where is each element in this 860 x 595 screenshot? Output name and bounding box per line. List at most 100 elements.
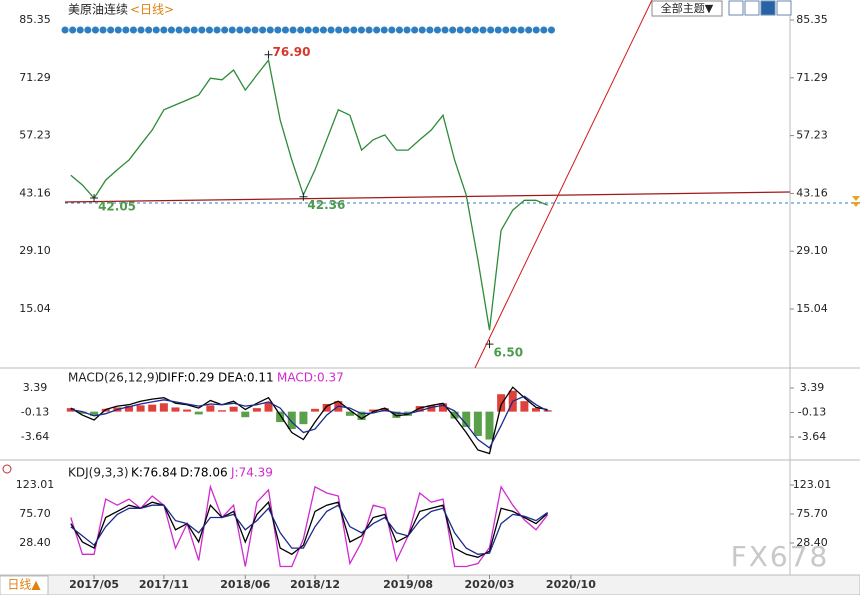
histogram-bar bbox=[124, 406, 133, 412]
series-line bbox=[70, 58, 548, 331]
x-tick-label: 2018/12 bbox=[290, 578, 340, 591]
histogram-bar bbox=[345, 411, 354, 416]
period-button[interactable] bbox=[0, 575, 49, 595]
histogram-bar bbox=[78, 411, 87, 414]
histogram-bar bbox=[206, 405, 215, 412]
legend-label: D:78.06 bbox=[180, 466, 228, 480]
histogram-bar bbox=[427, 405, 436, 412]
y-tick-label-right: 71.29 bbox=[796, 71, 828, 84]
watermark: FX678 bbox=[731, 540, 830, 573]
annotation-label: 6.50 bbox=[493, 346, 523, 360]
histogram-bar bbox=[322, 403, 331, 412]
time-axis-bar bbox=[0, 574, 860, 595]
y-tick-label-right: 29.10 bbox=[796, 244, 828, 257]
y-tick-label-right: 57.23 bbox=[796, 129, 828, 142]
series-line bbox=[70, 484, 549, 568]
icon-button[interactable] bbox=[776, 0, 792, 16]
y-tick-label-right: 43.16 bbox=[796, 186, 828, 199]
histogram-bar bbox=[311, 408, 320, 412]
y-tick-label-right: 3.39 bbox=[800, 381, 825, 394]
histogram-bar bbox=[520, 401, 529, 412]
histogram-bar bbox=[392, 411, 401, 418]
icon-button[interactable] bbox=[744, 0, 760, 16]
y-tick-label: -0.13 bbox=[21, 406, 49, 419]
y-tick-label: 75.70 bbox=[19, 507, 51, 520]
y-tick-label: 123.01 bbox=[16, 478, 55, 491]
histogram-bar bbox=[183, 409, 192, 412]
trend-line bbox=[474, 0, 653, 369]
histogram-bar bbox=[136, 405, 145, 412]
y-tick-label: 3.39 bbox=[23, 381, 48, 394]
y-tick-label: 28.40 bbox=[19, 536, 51, 549]
x-tick-label: 2020/03 bbox=[465, 578, 515, 591]
histogram-bar bbox=[485, 411, 494, 440]
histogram-bar bbox=[194, 411, 203, 415]
histogram-bar bbox=[252, 408, 261, 412]
y-tick-label-right: -0.13 bbox=[798, 406, 826, 419]
histogram-bar bbox=[357, 411, 366, 420]
histogram-bar bbox=[218, 410, 227, 412]
series-line bbox=[70, 395, 548, 449]
legend-label: K:76.84 bbox=[131, 466, 177, 480]
chart-subtitle: <日线> bbox=[130, 3, 174, 17]
annotation-label: 42.36 bbox=[307, 198, 345, 212]
theme-button[interactable] bbox=[651, 0, 723, 17]
y-tick-label-right: 85.35 bbox=[796, 13, 828, 26]
settings-icon[interactable] bbox=[2, 464, 12, 474]
x-tick-label: 2020/10 bbox=[546, 578, 596, 591]
histogram-bar bbox=[438, 403, 447, 412]
support-line bbox=[64, 191, 791, 203]
histogram-bar bbox=[276, 411, 285, 423]
histogram-bar bbox=[299, 411, 308, 425]
annotation-marker bbox=[264, 50, 273, 59]
period-button-label[interactable]: 日线▲ bbox=[7, 578, 41, 592]
y-tick-label-right: 15.04 bbox=[796, 302, 828, 315]
y-tick-label-right: 28.40 bbox=[796, 536, 828, 549]
y-tick-label: 57.23 bbox=[19, 129, 51, 142]
annotation-marker bbox=[90, 193, 99, 202]
legend-label: J:74.39 bbox=[230, 466, 273, 480]
histogram-bar bbox=[415, 406, 424, 412]
y-tick-label-right: 75.70 bbox=[796, 507, 828, 520]
legend-label: DEA:0.11 bbox=[218, 371, 274, 385]
histogram-bar bbox=[264, 402, 273, 412]
series-line bbox=[70, 500, 549, 558]
histogram-bar bbox=[473, 411, 482, 437]
histogram-bar bbox=[462, 411, 471, 427]
y-tick-label: 71.29 bbox=[19, 71, 51, 84]
x-tick-label: 2017/05 bbox=[69, 578, 119, 591]
y-tick-label: 85.35 bbox=[19, 13, 51, 26]
y-tick-label: 43.16 bbox=[19, 186, 51, 199]
icon-button[interactable] bbox=[728, 0, 744, 16]
histogram-bar bbox=[241, 411, 250, 418]
y-tick-label-right: -3.64 bbox=[798, 430, 826, 443]
histogram-bar bbox=[497, 394, 506, 412]
histogram-bar bbox=[229, 406, 238, 412]
histogram-bar bbox=[171, 407, 180, 412]
icon-button[interactable] bbox=[760, 0, 776, 16]
theme-button-label[interactable]: 全部主题▼ bbox=[661, 1, 714, 15]
y-tick-label: 15.04 bbox=[19, 302, 51, 315]
legend-label: MACD:0.37 bbox=[277, 371, 344, 385]
histogram-bar bbox=[543, 410, 552, 412]
histogram-bar bbox=[450, 411, 459, 419]
legend-label: DIFF:0.29 bbox=[158, 371, 214, 385]
histogram-bar bbox=[532, 408, 541, 412]
histogram-bar bbox=[287, 411, 296, 430]
annotation-marker bbox=[485, 340, 494, 349]
y-tick-label: 29.10 bbox=[19, 244, 51, 257]
y-tick-label: -3.64 bbox=[21, 430, 49, 443]
annotation-marker bbox=[299, 192, 308, 201]
indicator-title: MACD(26,12,9) bbox=[68, 371, 159, 385]
x-tick-label: 2019/08 bbox=[383, 578, 433, 591]
chart-title: 美原油连续 bbox=[68, 2, 128, 17]
x-tick-label: 2017/11 bbox=[139, 578, 189, 591]
series-line bbox=[70, 504, 548, 555]
annotation-label: 42.05 bbox=[98, 199, 136, 213]
y-tick-label-right: 123.01 bbox=[793, 478, 832, 491]
histogram-bar bbox=[369, 409, 378, 412]
histogram-bar bbox=[90, 411, 99, 416]
histogram-bar bbox=[159, 403, 168, 412]
